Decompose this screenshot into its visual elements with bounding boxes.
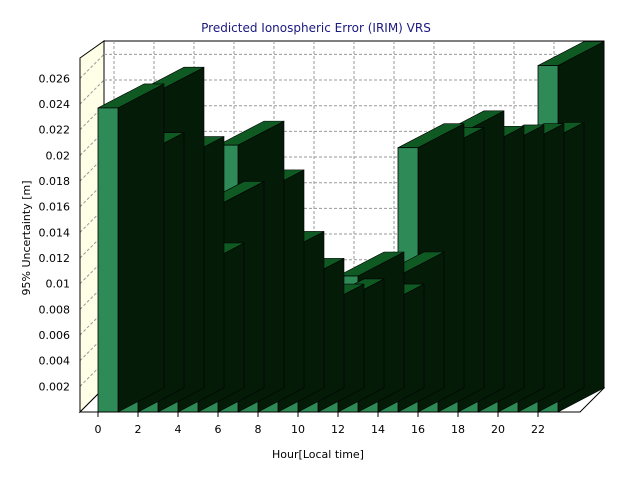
chart-title: Predicted Ionospheric Error (IRIM) VRS xyxy=(201,21,431,35)
y-tick-label: 0.004 xyxy=(39,355,71,368)
y-tick-label: 0.022 xyxy=(39,124,71,137)
y-tick-label: 0.008 xyxy=(39,303,71,316)
y-tick-label: 0.01 xyxy=(46,278,71,291)
y-tick-label: 0.012 xyxy=(39,252,71,265)
y-axis-label: 95% Uncertainty [m] xyxy=(20,180,33,295)
grid-line-side xyxy=(79,284,105,310)
grid-line-side xyxy=(79,361,105,387)
bar-side xyxy=(117,83,165,413)
x-tick-label: 20 xyxy=(491,423,505,436)
grid-line-side xyxy=(79,233,105,259)
grid-line-side xyxy=(79,79,105,105)
y-tick-labels: 0.002 0.004 0.006 0.008 0.01 0.012 0.014 0.016 0… xyxy=(39,72,71,393)
y-tick-label: 0.002 xyxy=(39,380,71,393)
x-axis-label: Hour[Local time] xyxy=(272,448,364,461)
grid-line-side xyxy=(79,310,105,336)
x-tick-label: 16 xyxy=(411,423,425,436)
y-tick-label: 0.006 xyxy=(39,329,71,342)
bars xyxy=(97,41,605,413)
x-tick-label: 4 xyxy=(175,423,182,436)
grid-line-side xyxy=(79,259,105,285)
y-tick-label: 0.026 xyxy=(39,72,71,85)
x-tick-label: 12 xyxy=(331,423,345,436)
x-tick-label: 22 xyxy=(531,423,545,436)
grid-line-side xyxy=(79,105,105,131)
y-tick-label: 0.016 xyxy=(39,201,71,214)
y-tick-label: 0.018 xyxy=(39,175,71,188)
bar xyxy=(97,107,119,413)
y-tick-label: 0.024 xyxy=(39,98,71,111)
grid-line-side xyxy=(79,208,105,233)
grid-line-side xyxy=(79,336,105,362)
x-tick-label: 0 xyxy=(95,423,102,436)
x-tick-label: 10 xyxy=(291,423,305,436)
grid-line-side xyxy=(79,131,105,156)
grid-line-side xyxy=(79,156,105,182)
x-tick-label: 18 xyxy=(451,423,465,436)
x-tick-labels: 0 2 4 6 8 10 12 14 16 18 20 22 xyxy=(95,412,545,436)
x-tick-label: 8 xyxy=(255,423,262,436)
x-tick-label: 6 xyxy=(215,423,222,436)
grid-line-side xyxy=(79,182,105,208)
x-tick-label: 2 xyxy=(135,423,142,436)
grid-line-side xyxy=(79,54,105,79)
x-tick-label: 14 xyxy=(371,423,385,436)
y-tick-label: 0.02 xyxy=(46,149,71,162)
y-tick-label: 0.014 xyxy=(39,226,71,239)
axes xyxy=(79,58,580,413)
